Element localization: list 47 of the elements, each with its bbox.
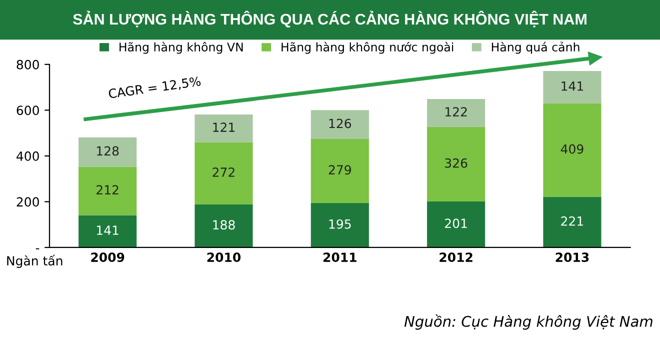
legend-label: Hãng hàng không VN: [120, 42, 243, 54]
data-label: 272: [212, 168, 234, 177]
data-label: 195: [329, 219, 351, 229]
data-label: 212: [96, 185, 118, 194]
bar: [427, 201, 486, 248]
data-label: 409: [560, 144, 584, 154]
x-tick-label: 2010: [207, 252, 241, 262]
data-label: 326: [445, 158, 468, 168]
legend-label: Hàng quá cảnh: [492, 42, 580, 54]
data-label: 122: [446, 107, 467, 116]
bar: [194, 204, 253, 248]
data-label: 221: [561, 216, 583, 226]
bar: [543, 196, 602, 248]
y-axis-title: Ngàn tấn: [7, 254, 62, 268]
x-tick-label: 2012: [440, 252, 472, 262]
data-label: 279: [328, 165, 351, 175]
data-label: 188: [213, 220, 235, 230]
data-label: 141: [562, 82, 583, 91]
data-label: 121: [213, 122, 235, 132]
bar: [194, 142, 253, 204]
y-tick-label: -: [36, 248, 40, 250]
bar: [78, 215, 137, 248]
bar: [78, 166, 137, 216]
chart-title: SẢN LƯỢNG HÀNG THÔNG QUA CÁC CẢNG HÀNG KHÔNG VIỆT NAM: [73, 10, 586, 28]
bar: [78, 137, 137, 167]
data-label: 201: [445, 218, 467, 228]
data-label: 128: [97, 146, 119, 156]
data-label: 126: [329, 118, 352, 128]
bar: [427, 126, 486, 202]
bar: [310, 139, 369, 203]
y-tick-label: 200: [16, 197, 39, 207]
bar: [543, 103, 602, 197]
bar: [310, 110, 369, 140]
x-tick-label: 2013: [556, 252, 589, 262]
x-tick-label: 2009: [91, 252, 124, 262]
annotation: CAGR = 12,5%: [108, 76, 202, 100]
bar: [427, 98, 486, 127]
data-label: 141: [97, 226, 118, 235]
bar: [310, 202, 369, 248]
legend-label: Hãng hàng không nước ngoài: [282, 42, 454, 54]
bar: [194, 114, 253, 142]
y-tick-label: 600: [16, 106, 39, 116]
bar: [543, 71, 602, 104]
text: Nguồn: Cục Hàng không Việt Nam: [404, 314, 652, 330]
x-tick-label: 2011: [323, 252, 356, 262]
y-tick-label: 800: [16, 60, 39, 70]
y-tick-label: 400: [16, 151, 39, 161]
